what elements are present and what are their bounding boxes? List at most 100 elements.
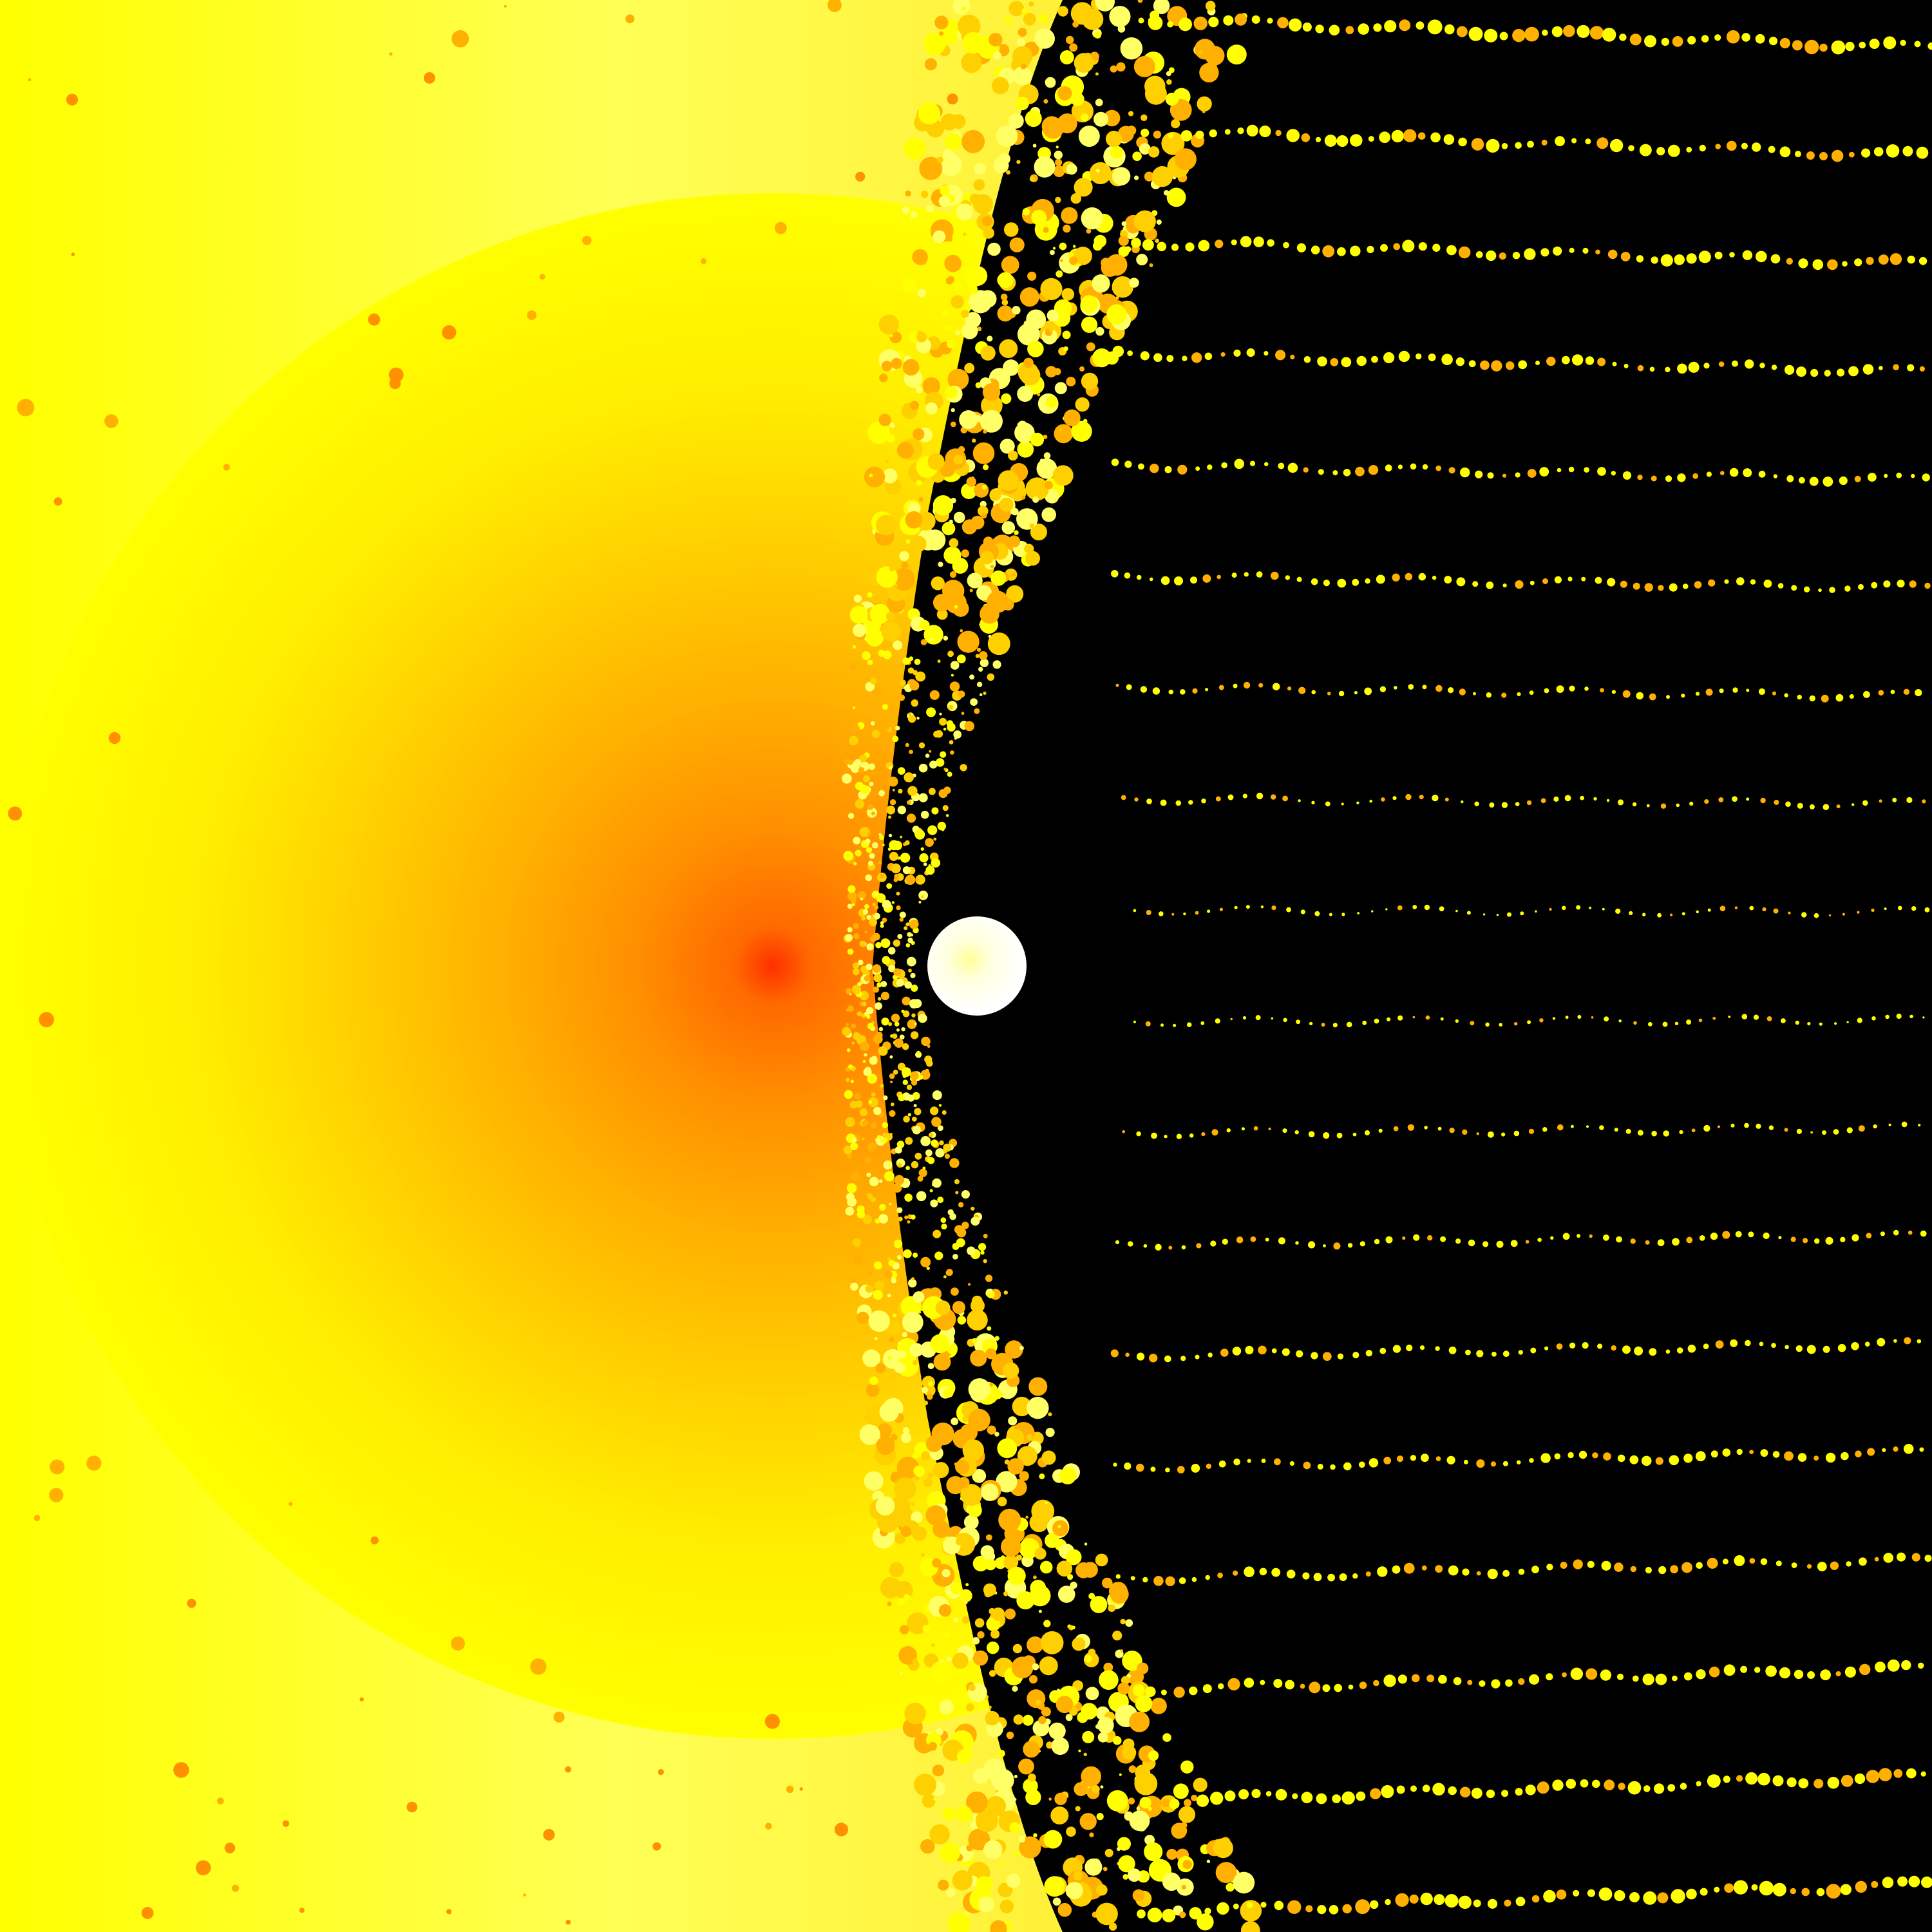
filament-dot (1368, 136, 1374, 142)
boundary-speck (1134, 1772, 1158, 1795)
filament-dot (1250, 1236, 1256, 1242)
filament-dot (1873, 1124, 1877, 1129)
boundary-speck (972, 1637, 980, 1645)
filament-dot (1674, 254, 1685, 265)
boundary-speck (974, 1618, 985, 1628)
boundary-speck (944, 254, 962, 272)
filament-dot (1710, 1450, 1718, 1458)
boundary-speck (1075, 1562, 1092, 1578)
boundary-speck (922, 1138, 928, 1144)
filament-dot (1308, 1241, 1316, 1249)
boundary-speck (961, 6, 966, 11)
filament-dot (1707, 908, 1711, 912)
boundary-speck (896, 544, 900, 547)
filament-dot (1779, 1667, 1791, 1679)
filament-dot (1397, 1015, 1403, 1021)
filament-dot (1137, 1352, 1145, 1361)
boundary-speck (884, 459, 889, 464)
boundary-speck (902, 657, 910, 665)
boundary-speck (1016, 160, 1021, 164)
boundary-speck (1026, 1434, 1033, 1441)
filament-dot (1365, 1571, 1371, 1577)
filament-dot (1195, 130, 1204, 140)
boundary-speck (1122, 1651, 1142, 1671)
filament-dot (1418, 573, 1426, 581)
boundary-speck (1206, 1859, 1211, 1863)
boundary-speck (875, 547, 891, 564)
filament-dot (1153, 1576, 1164, 1586)
boundary-speck (1052, 1897, 1061, 1906)
filament-dot (1714, 251, 1723, 260)
filament-dot (1625, 1128, 1631, 1134)
boundary-speck (1019, 1538, 1040, 1559)
filament-dot (1204, 1908, 1211, 1915)
filament-dot (1355, 1899, 1370, 1915)
boundary-speck (917, 1175, 923, 1182)
boundary-speck (952, 1254, 958, 1260)
filament-dot (1656, 147, 1665, 156)
boundary-speck (902, 866, 911, 875)
boundary-speck (1148, 1750, 1159, 1761)
boundary-speck (1120, 1649, 1124, 1653)
filament-dot (1772, 1775, 1784, 1786)
boundary-speck (978, 1896, 994, 1913)
boundary-speck (854, 1093, 861, 1100)
boundary-speck (971, 1295, 983, 1307)
filament-dot (1562, 1233, 1570, 1240)
boundary-speck (850, 1079, 855, 1083)
boundary-speck (881, 621, 901, 641)
filament-dot (1839, 476, 1848, 486)
boundary-speck (1089, 1832, 1094, 1837)
boundary-speck (1071, 1625, 1075, 1630)
boundary-speck (956, 203, 973, 221)
boundary-speck (983, 1583, 996, 1596)
filament-dot (1358, 23, 1369, 35)
filament-dot (1591, 1016, 1594, 1019)
boundary-speck (1226, 44, 1247, 65)
boundary-speck (930, 1334, 950, 1354)
boundary-speck (871, 842, 878, 849)
boundary-speck (993, 157, 1009, 173)
filament-dot (1501, 143, 1508, 149)
boundary-speck (1033, 1575, 1037, 1580)
boundary-speck (900, 663, 904, 667)
boundary-speck (961, 1190, 970, 1199)
boundary-speck (1112, 276, 1133, 298)
filament-dot (1578, 1450, 1587, 1459)
filament-dot (1365, 1350, 1372, 1357)
filament-dot (1287, 1900, 1302, 1914)
filament-dot (1455, 357, 1465, 366)
boundary-speck (1148, 1806, 1152, 1811)
boundary-speck (901, 1432, 912, 1443)
filament-dot (1410, 1455, 1417, 1461)
filament-dot (1402, 240, 1415, 252)
boundary-speck (885, 726, 889, 731)
boundary-speck (981, 513, 987, 518)
filament-dot (1278, 462, 1285, 469)
boundary-speck (926, 707, 936, 717)
filament-dot (1723, 1664, 1736, 1676)
filament-dot (1381, 1785, 1394, 1799)
boundary-speck (939, 717, 947, 726)
boundary-speck (985, 1710, 1000, 1726)
boundary-speck (1069, 256, 1078, 265)
filament-dot (1468, 360, 1476, 368)
boundary-speck (971, 476, 975, 481)
boundary-speck (876, 704, 882, 709)
boundary-speck (1009, 1822, 1020, 1833)
boundary-speck (1155, 238, 1160, 243)
filament-dot (1296, 576, 1302, 582)
filament-dot (1814, 1238, 1820, 1244)
boundary-speck (872, 933, 880, 941)
boundary-speck (902, 1010, 910, 1018)
boundary-speck (945, 133, 962, 151)
boundary-speck (1070, 193, 1082, 204)
filament-dot (1234, 905, 1238, 909)
boundary-speck (862, 1137, 865, 1141)
boundary-speck (1053, 166, 1065, 177)
boundary-speck (1086, 342, 1095, 352)
filament-dot (1661, 37, 1669, 46)
filament-dot (1902, 146, 1913, 156)
filament-dot (1866, 1233, 1872, 1239)
filament-dot (1473, 1899, 1481, 1908)
